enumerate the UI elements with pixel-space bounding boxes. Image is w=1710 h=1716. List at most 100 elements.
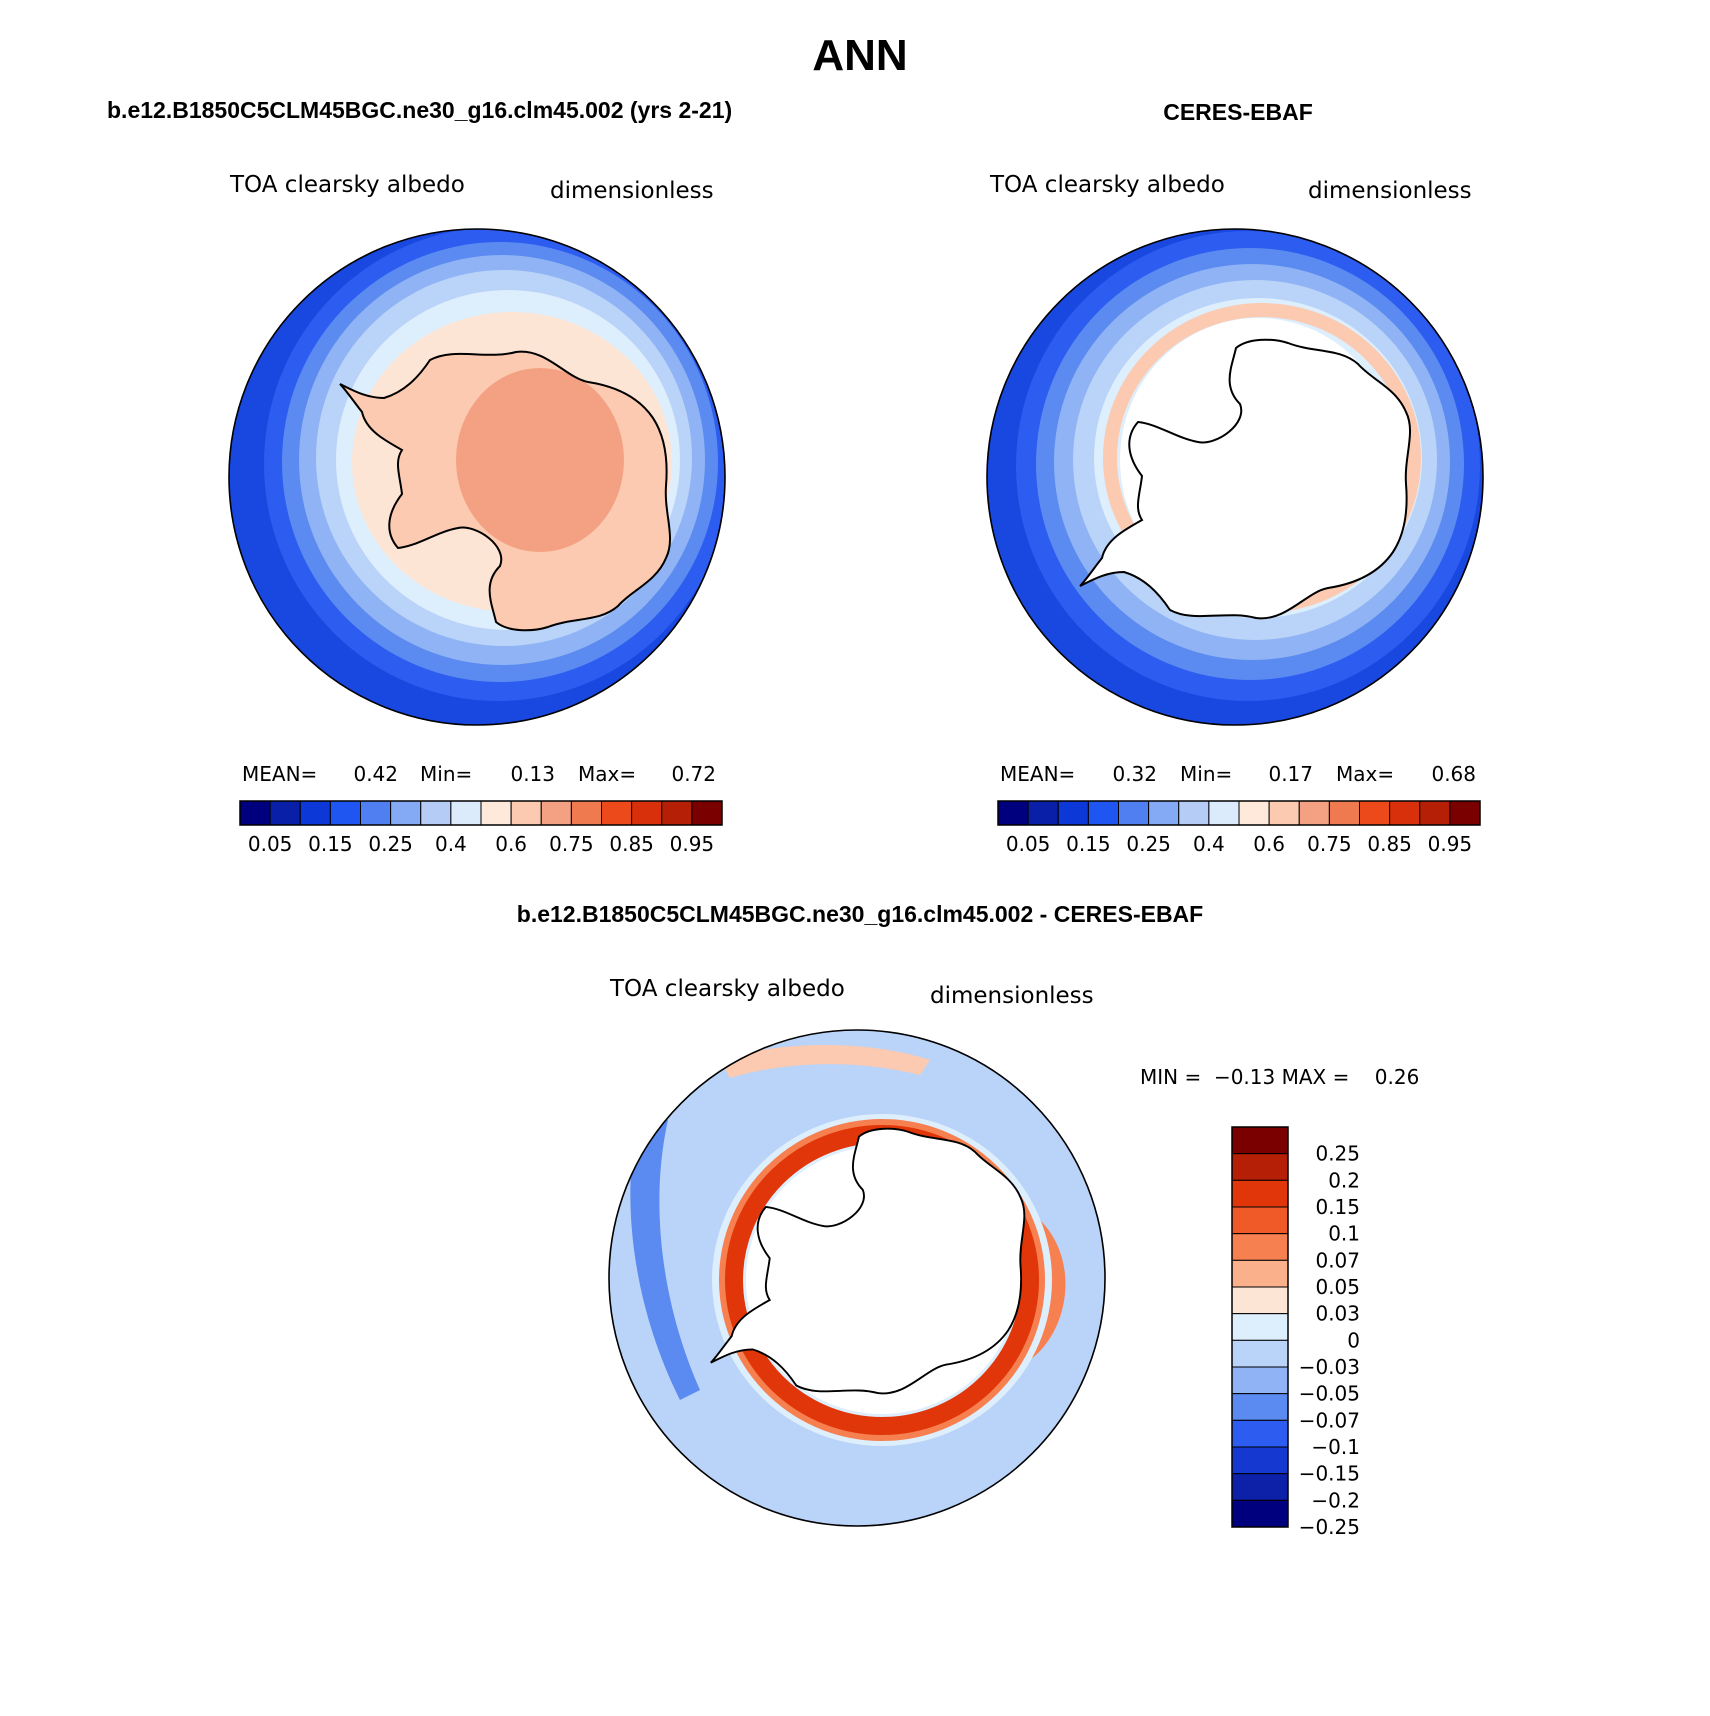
colorbar-diff-swatch — [1231, 1126, 1289, 1155]
panel-1-units: dimensionless — [550, 178, 714, 204]
panel-2-mean-label: MEAN= — [1000, 762, 1075, 786]
panel-2-mean-value: 0.32 — [1112, 762, 1157, 786]
colorbar-model-tick-label: 0.05 — [248, 832, 293, 856]
colorbar-diff-swatch — [1231, 1153, 1289, 1181]
map-model — [228, 228, 726, 726]
colorbar-diff-swatch — [1231, 1473, 1289, 1501]
map-diff-border — [608, 1029, 1106, 1527]
colorbar-model-swatch — [570, 800, 602, 826]
panel-3-units: dimensionless — [930, 983, 1094, 1009]
colorbar-model-tick-label: 0.75 — [549, 832, 594, 856]
colorbar-obs-swatch — [1328, 800, 1360, 826]
colorbar-obs-swatch — [1238, 800, 1270, 826]
colorbar-obs-swatch — [1268, 800, 1300, 826]
colorbar-model-swatch — [360, 800, 392, 826]
colorbar-model-swatch — [691, 800, 723, 826]
colorbar-model-tick-label: 0.95 — [670, 832, 715, 856]
colorbar-diff-tick-label: 0.07 — [1315, 1248, 1360, 1272]
panel-1-stats: MEAN= 0.42 Min= 0.13 Max= 0.72 — [242, 762, 716, 786]
colorbar-obs-swatch — [1148, 800, 1180, 826]
colorbar-diff-swatch — [1231, 1366, 1289, 1395]
colorbar-model: 0.05 0.15 0.25 0.4 0.6 0.75 0.85 0.95 — [239, 800, 723, 856]
colorbar-diff-swatch — [1231, 1206, 1289, 1235]
map-model-border — [228, 228, 726, 726]
colorbar-diff-swatch — [1231, 1419, 1289, 1448]
colorbar-obs-tick-label: 0.15 — [1066, 832, 1111, 856]
colorbar-diff-tick-label: −0.05 — [1299, 1382, 1360, 1406]
colorbar-diff-swatch — [1231, 1286, 1289, 1315]
map-diff-east-anomaly — [1015, 1220, 1066, 1360]
colorbar-diff-tick-label: −0.07 — [1299, 1408, 1360, 1432]
colorbar-model-swatch — [450, 800, 482, 826]
colorbar-diff-swatch — [1231, 1259, 1289, 1288]
colorbar-obs-swatch — [1208, 800, 1240, 826]
colorbar-diff-tick-label: −0.2 — [1311, 1488, 1360, 1512]
colorbar-diff-tick-label: −0.15 — [1299, 1462, 1360, 1486]
colorbar-obs-swatch — [1087, 800, 1119, 826]
colorbar-obs-swatch — [1449, 800, 1481, 826]
colorbar-model-swatch — [601, 800, 633, 826]
panel-2-units: dimensionless — [1308, 178, 1472, 204]
panel-1-mean-label: MEAN= — [242, 762, 317, 786]
colorbar-diff-swatch — [1231, 1393, 1289, 1421]
panel-2-min-label: Min= — [1180, 762, 1232, 786]
colorbar-diff-frame — [1231, 1126, 1289, 1528]
panel-1-min-label: Min= — [420, 762, 472, 786]
colorbar-model-swatch — [480, 800, 512, 826]
panel-3-variable: TOA clearsky albedo — [609, 976, 845, 1002]
colorbar-model-swatch — [631, 800, 663, 826]
map-diff-blue-west — [630, 1110, 700, 1400]
colorbar-obs-swatch — [997, 800, 1029, 826]
colorbar-diff-tick-label: −0.25 — [1299, 1515, 1360, 1539]
panel-2-min-value: 0.17 — [1268, 762, 1313, 786]
panel-1-max-label: Max= — [578, 762, 636, 786]
colorbar-diff-tick-label: 0.25 — [1315, 1142, 1360, 1166]
map-model-plateau — [456, 368, 624, 552]
colorbar-diff-tick-label: −0.03 — [1299, 1355, 1360, 1379]
colorbar-diff-tick-label: 0.2 — [1328, 1168, 1360, 1192]
colorbar-diff-swatch — [1231, 1313, 1289, 1341]
colorbar-model-tick-label: 0.6 — [495, 832, 527, 856]
map-diff-sea-ice-ring-outer — [719, 1119, 1045, 1441]
colorbar-diff-tick-label: 0.1 — [1328, 1222, 1360, 1246]
colorbar-obs-swatch — [1389, 800, 1421, 826]
colorbar-obs: 0.05 0.15 0.25 0.4 0.6 0.75 0.85 0.95 — [997, 800, 1481, 856]
colorbar-obs-tick-label: 0.85 — [1367, 832, 1412, 856]
colorbar-model-swatch — [661, 800, 693, 826]
colorbar-model-swatch — [299, 800, 331, 826]
colorbar-model-swatch — [540, 800, 572, 826]
colorbar-diff: 0.250.20.150.10.070.050.030−0.03−0.05−0.… — [1231, 1126, 1360, 1539]
colorbar-diff-tick-label: 0.15 — [1315, 1195, 1360, 1219]
colorbar-obs-swatch — [1027, 800, 1059, 826]
map-obs-border — [986, 228, 1484, 726]
colorbar-obs-tick-label: 0.25 — [1126, 832, 1171, 856]
panel-1-mean-value: 0.42 — [353, 762, 398, 786]
colorbar-diff-tick-label: 0 — [1347, 1328, 1360, 1352]
panel-2-stats: MEAN= 0.32 Min= 0.17 Max= 0.68 — [1000, 762, 1476, 786]
colorbar-diff-swatch — [1231, 1499, 1289, 1528]
colorbar-model-tick-label: 0.15 — [308, 832, 353, 856]
colorbar-model-tick-label: 0.25 — [368, 832, 413, 856]
panel-1-max-value: 0.72 — [671, 762, 716, 786]
colorbar-obs-swatch — [1298, 800, 1330, 826]
map-obs — [986, 228, 1484, 726]
panel-3-title: b.e12.B1850C5CLM45BGC.ne30_g16.clm45.002… — [517, 901, 1203, 927]
colorbar-obs-tick-label: 0.75 — [1307, 832, 1352, 856]
colorbar-obs-tick-label: 0.05 — [1006, 832, 1051, 856]
panel-2-max-value: 0.68 — [1431, 762, 1476, 786]
colorbar-model-frame — [239, 800, 723, 826]
map-diff-north-anomaly — [720, 1045, 930, 1078]
colorbar-model-swatch — [510, 800, 542, 826]
colorbar-model-swatch — [420, 800, 452, 826]
colorbar-diff-tick-label: 0.03 — [1315, 1302, 1360, 1326]
colorbar-obs-tick-label: 0.6 — [1253, 832, 1285, 856]
panel-2-max-label: Max= — [1336, 762, 1394, 786]
colorbar-diff-swatch — [1231, 1179, 1289, 1208]
panel-2-title: CERES-EBAF — [1163, 99, 1313, 125]
colorbar-obs-frame — [997, 800, 1481, 826]
colorbar-model-tick-label: 0.4 — [435, 832, 467, 856]
colorbar-obs-swatch — [1057, 800, 1089, 826]
colorbar-model-tick-label: 0.85 — [609, 832, 654, 856]
colorbar-model-swatch — [269, 800, 301, 826]
